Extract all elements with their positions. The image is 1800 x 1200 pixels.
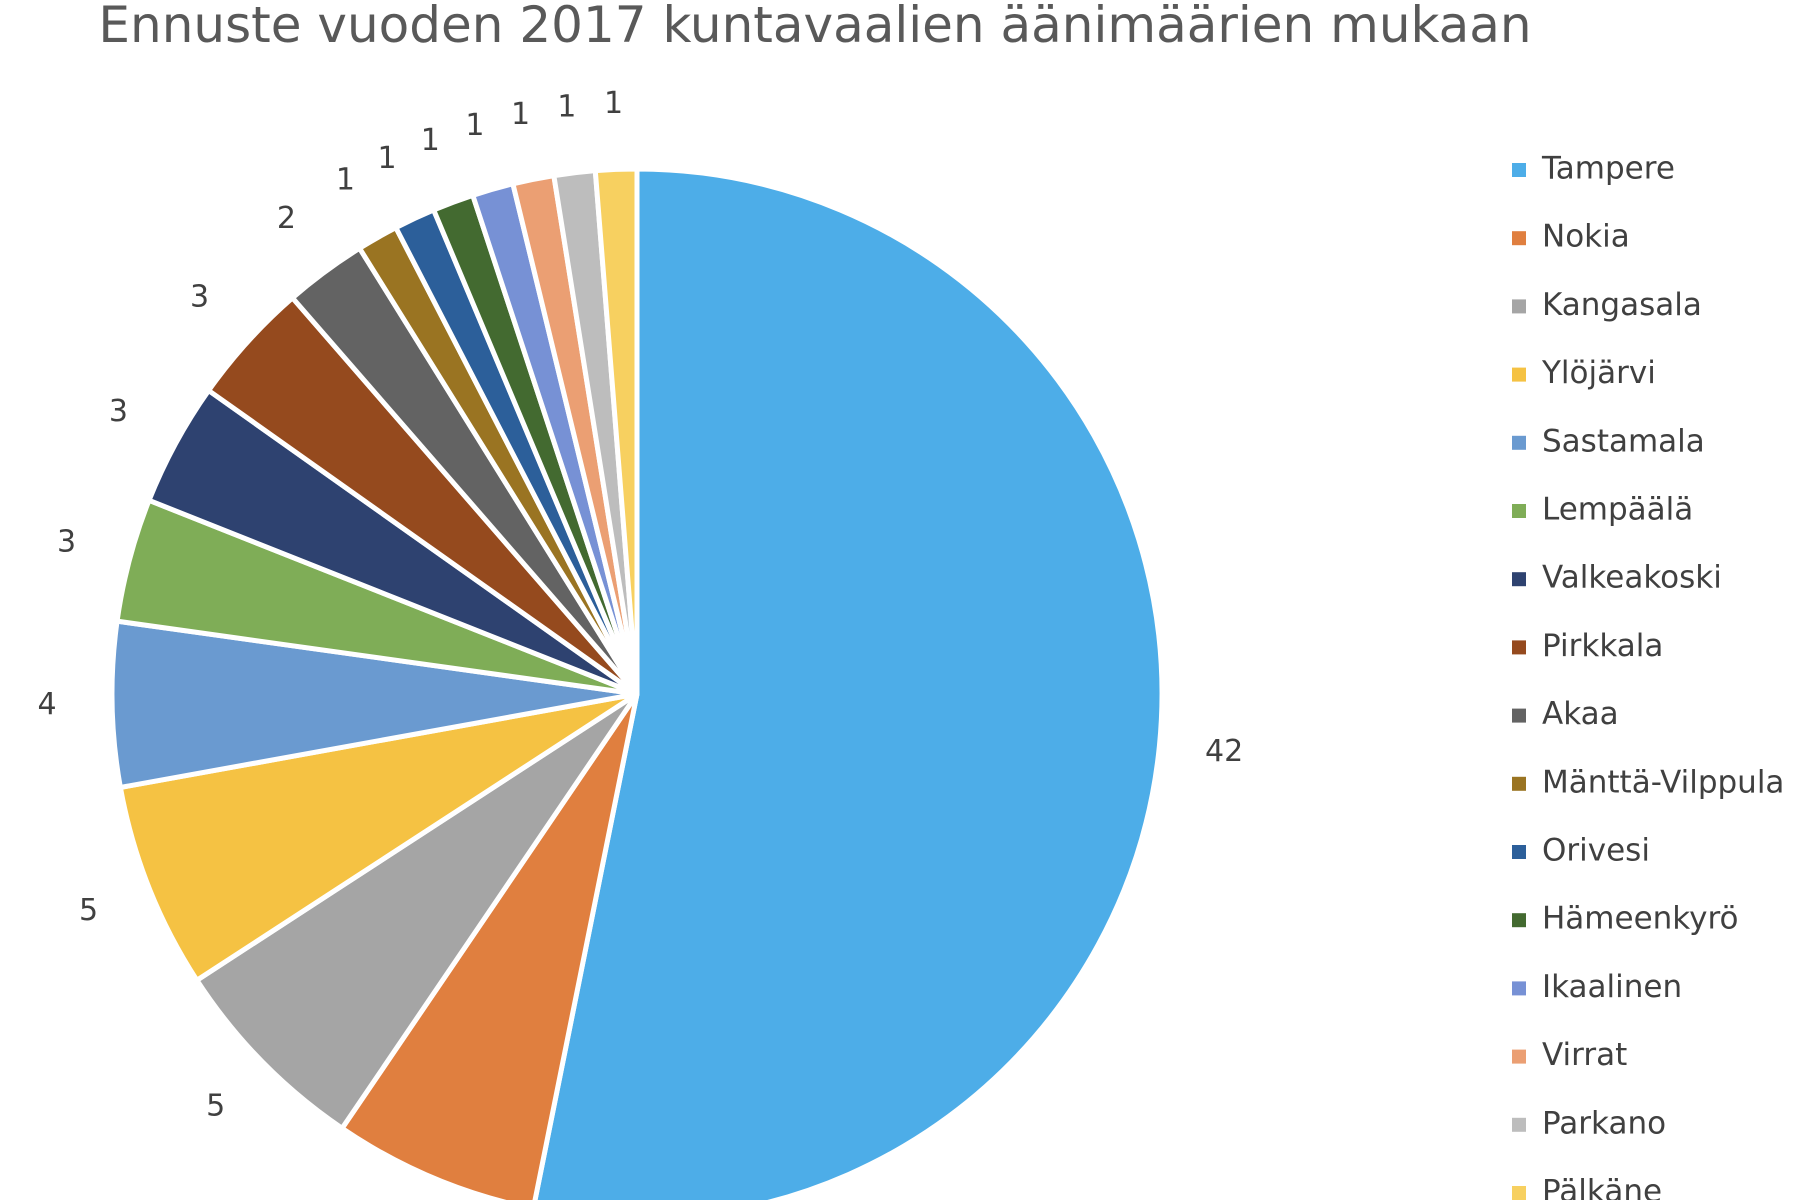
legend-label: Mänttä-Vilppula xyxy=(1542,764,1784,800)
legend-swatch xyxy=(1512,435,1526,450)
legend-item-pirkkala: Pirkkala xyxy=(1512,628,1663,664)
legend-swatch xyxy=(1512,776,1526,791)
legend-label: Virrat xyxy=(1542,1037,1627,1073)
data-label-akaa: 2 xyxy=(277,201,296,236)
legend: Tampere Nokia Kangasala Ylöjärvi Sastamala Le… xyxy=(1512,151,1784,1200)
data-label-palkane: 1 xyxy=(604,86,623,121)
legend-item-valkeakoski: Valkeakoski xyxy=(1512,560,1722,596)
legend-item-ylojarvi: Ylöjärvi xyxy=(1512,355,1656,391)
legend-item-mantta-vilppula: Mänttä-Vilppula xyxy=(1512,764,1784,800)
legend-item-akaa: Akaa xyxy=(1512,696,1619,732)
legend-label: Pälkäne xyxy=(1542,1174,1662,1200)
legend-label: Sastamala xyxy=(1542,423,1705,459)
data-label-kangasala: 5 xyxy=(206,1089,225,1124)
legend-swatch xyxy=(1512,1186,1526,1200)
legend-swatch xyxy=(1512,1117,1526,1132)
legend-label: Orivesi xyxy=(1542,833,1650,869)
legend-swatch xyxy=(1512,504,1526,518)
legend-swatch xyxy=(1512,1049,1526,1064)
data-label-ikaalinen: 1 xyxy=(465,108,484,143)
data-label-virrat: 1 xyxy=(511,97,530,132)
pie-slice-palkane xyxy=(592,166,640,697)
legend-item-virrat: Virrat xyxy=(1512,1037,1627,1073)
legend-label: Pirkkala xyxy=(1542,628,1663,664)
legend-item-tampere: Tampere xyxy=(1512,151,1675,187)
legend-label: Hämeenkyrö xyxy=(1542,901,1739,937)
legend-swatch xyxy=(1512,708,1526,723)
legend-label: Ikaalinen xyxy=(1542,969,1682,1005)
data-label-ylojarvi: 5 xyxy=(79,893,98,928)
legend-swatch xyxy=(1512,299,1526,314)
legend-item-ikaalinen: Ikaalinen xyxy=(1512,969,1682,1005)
legend-item-orivesi: Orivesi xyxy=(1512,833,1650,869)
legend-swatch xyxy=(1512,163,1526,177)
legend-item-lempaala: Lempäälä xyxy=(1512,492,1693,528)
legend-swatch xyxy=(1512,572,1526,587)
data-label-sastamala: 4 xyxy=(38,687,57,722)
chart-title: Ennuste vuoden 2017 kuntavaalien äänimää… xyxy=(98,0,1531,54)
legend-swatch xyxy=(1512,845,1526,859)
legend-label: Akaa xyxy=(1542,696,1619,732)
legend-item-parkano: Parkano xyxy=(1512,1105,1666,1141)
legend-swatch xyxy=(1512,981,1526,996)
data-label-pirkkala: 3 xyxy=(190,280,209,315)
legend-label: Parkano xyxy=(1542,1105,1666,1141)
legend-item-sastamala: Sastamala xyxy=(1512,423,1705,459)
legend-swatch xyxy=(1512,913,1526,928)
pie-slices xyxy=(109,166,1165,1200)
legend-label: Ylöjärvi xyxy=(1541,355,1656,391)
data-label-orivesi: 1 xyxy=(378,141,397,176)
data-label-tampere: 42 xyxy=(1205,734,1243,769)
legend-swatch xyxy=(1512,367,1526,382)
legend-item-palkane: Pälkäne xyxy=(1512,1174,1662,1200)
pie-slice-nokia xyxy=(339,691,640,1200)
legend-item-hameenkyro: Hämeenkyrö xyxy=(1512,901,1739,937)
pie-slice-tampere xyxy=(532,166,1165,1200)
legend-label: Lempäälä xyxy=(1542,492,1693,528)
legend-label: Valkeakoski xyxy=(1542,560,1722,596)
pie-slice-kangasala xyxy=(194,691,640,1131)
pie-slice-sastamala xyxy=(109,618,640,790)
data-label-lempaala: 3 xyxy=(57,525,76,560)
legend-label: Nokia xyxy=(1542,219,1630,255)
legend-swatch xyxy=(1512,640,1526,655)
data-label-valkeakoski: 3 xyxy=(109,394,128,429)
legend-label: Tampere xyxy=(1541,151,1675,187)
legend-label: Kangasala xyxy=(1542,287,1702,323)
legend-item-kangasala: Kangasala xyxy=(1512,287,1702,323)
legend-swatch xyxy=(1512,231,1526,246)
data-label-mantta-vilppula: 1 xyxy=(336,163,355,198)
data-label-parkano: 1 xyxy=(557,90,576,125)
legend-item-nokia: Nokia xyxy=(1512,219,1630,255)
data-label-hameenkyro: 1 xyxy=(421,123,440,158)
